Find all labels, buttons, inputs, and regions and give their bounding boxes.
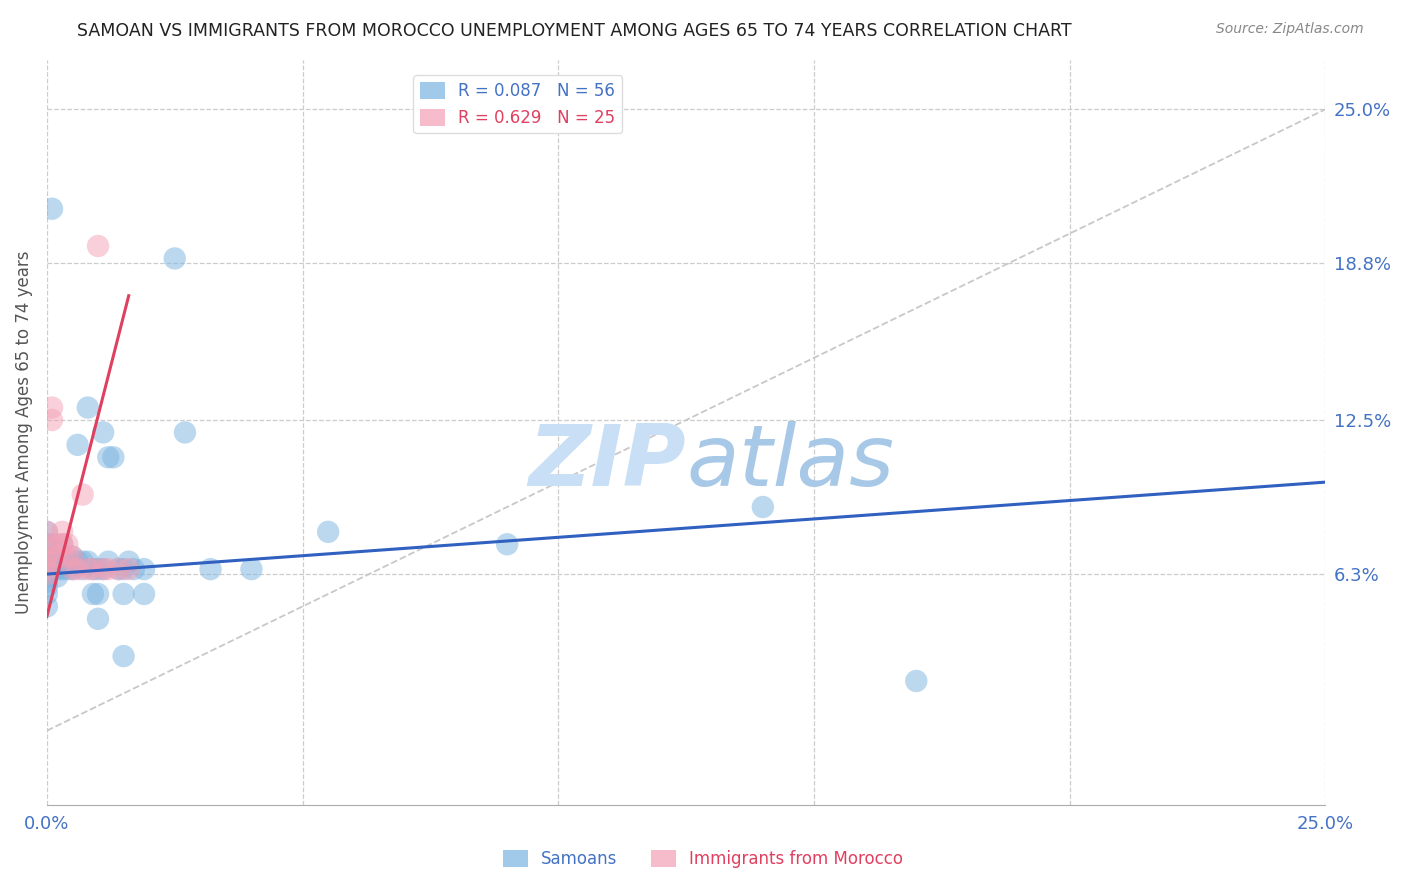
Point [174,425,197,440]
Point [35,580,58,594]
Point [91,562,114,576]
Point [62,549,84,564]
Point [41,202,63,216]
Point [35,549,58,564]
Point [97,555,120,569]
Point [41,549,63,564]
Point [103,450,125,465]
Point [112,649,135,664]
Point [35,555,58,569]
Point [35,567,58,582]
Point [87,612,110,626]
Text: SAMOAN VS IMMIGRANTS FROM MOROCCO UNEMPLOYMENT AMONG AGES 65 TO 74 YEARS CORRELA: SAMOAN VS IMMIGRANTS FROM MOROCCO UNEMPL… [77,22,1071,40]
Text: Source: ZipAtlas.com: Source: ZipAtlas.com [1216,22,1364,37]
Text: ZIP: ZIP [529,421,686,504]
Point [35,599,58,614]
Point [51,537,73,551]
Point [56,537,79,551]
Point [87,587,110,601]
Point [41,413,63,427]
Point [35,574,58,589]
Point [316,524,339,539]
Point [122,562,145,576]
Point [35,524,58,539]
Point [72,487,94,501]
Point [62,562,84,576]
Point [51,537,73,551]
Text: 0.0%: 0.0% [24,815,69,833]
Point [76,562,98,576]
Point [87,239,110,253]
Point [82,562,104,576]
Point [62,562,84,576]
Point [35,562,58,576]
Point [56,562,79,576]
Point [82,562,104,576]
Point [112,562,135,576]
Point [200,562,222,576]
Point [51,524,73,539]
Point [35,587,58,601]
Text: 25.0%: 25.0% [1296,815,1354,833]
Point [35,524,58,539]
Point [35,567,58,582]
Point [46,537,69,551]
Point [163,252,186,266]
Point [35,537,58,551]
Point [51,562,73,576]
Point [107,562,129,576]
Point [132,587,155,601]
Point [56,555,79,569]
Point [51,555,73,569]
Point [72,562,94,576]
Point [62,549,84,564]
Point [97,450,120,465]
Point [107,562,129,576]
Point [752,500,775,514]
Point [41,401,63,415]
Point [905,673,928,688]
Point [118,555,141,569]
Point [112,587,135,601]
Point [46,549,69,564]
Point [82,587,104,601]
Point [35,569,58,583]
Legend: Samoans, Immigrants from Morocco: Samoans, Immigrants from Morocco [496,843,910,875]
Point [56,549,79,564]
Point [132,562,155,576]
Point [35,562,58,576]
Point [35,537,58,551]
Point [76,401,98,415]
Legend: R = 0.087   N = 56, R = 0.629   N = 25: R = 0.087 N = 56, R = 0.629 N = 25 [413,76,621,134]
Point [118,562,141,576]
Point [87,562,110,576]
Point [91,562,114,576]
Point [496,537,519,551]
Point [35,549,58,564]
Point [72,555,94,569]
Point [66,438,89,452]
Point [66,562,89,576]
Point [41,537,63,551]
Point [46,562,69,576]
Point [35,555,58,569]
Point [240,562,263,576]
Point [41,562,63,576]
Text: atlas: atlas [686,421,894,504]
Point [46,569,69,583]
Point [46,555,69,569]
Point [91,425,114,440]
Point [97,562,120,576]
Point [66,555,89,569]
Point [76,555,98,569]
Y-axis label: Unemployment Among Ages 65 to 74 years: Unemployment Among Ages 65 to 74 years [15,251,32,615]
